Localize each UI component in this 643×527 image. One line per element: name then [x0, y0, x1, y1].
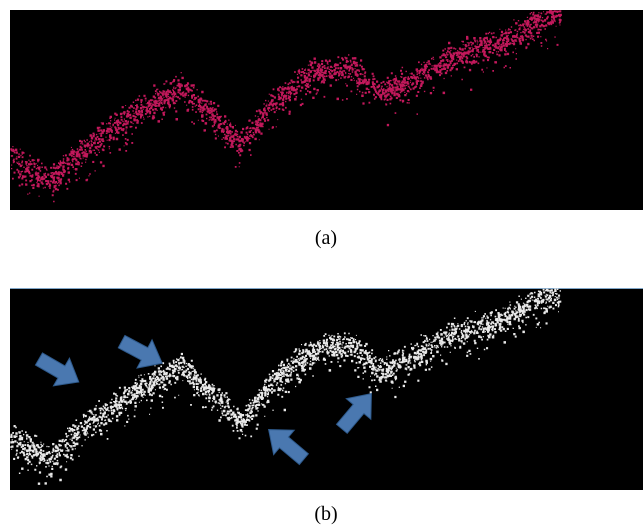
panel-b-image	[10, 288, 643, 490]
point-cloud	[10, 10, 562, 203]
panel-a-image	[10, 10, 643, 210]
arrow	[34, 352, 80, 387]
arrow	[268, 429, 310, 466]
arrow	[335, 393, 372, 435]
arrows	[34, 334, 372, 466]
caption: (a)	[315, 227, 337, 249]
arrow	[117, 334, 163, 369]
caption: (b)	[314, 503, 337, 525]
